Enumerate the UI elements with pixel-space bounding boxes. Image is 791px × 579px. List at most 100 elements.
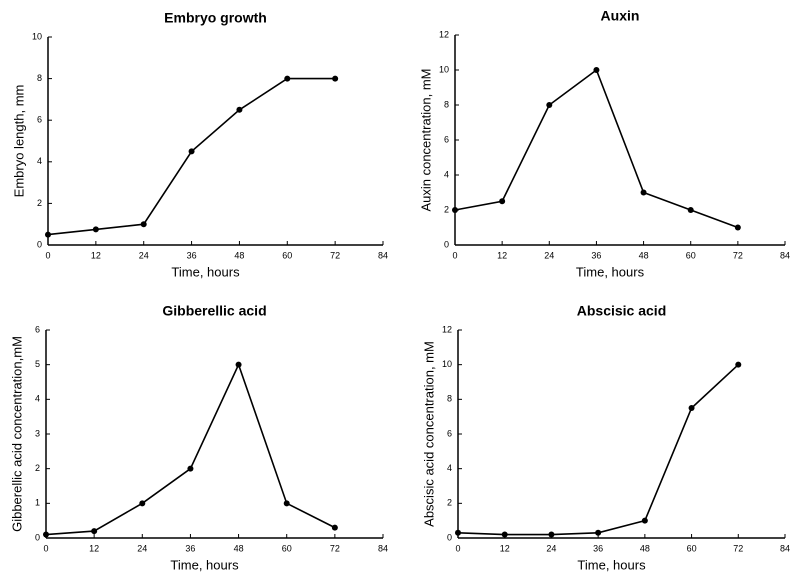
- x-tick-label: 48: [639, 250, 649, 260]
- x-tick-label: 48: [234, 250, 244, 260]
- x-tick-label: 36: [187, 250, 197, 260]
- x-tick-label: 12: [497, 250, 507, 260]
- data-point: [140, 221, 147, 228]
- data-line: [45, 362, 336, 536]
- y-axis-label: Abscisic acid concentration, mM: [421, 341, 436, 527]
- data-point: [284, 75, 291, 82]
- data-point: [43, 531, 49, 538]
- data-point: [499, 198, 506, 205]
- y-tick-label: 4: [447, 463, 452, 473]
- x-tick-label: 48: [234, 543, 244, 553]
- x-axis-label: Time, hours: [170, 557, 239, 572]
- data-line: [457, 364, 739, 536]
- x-tick-label: 72: [330, 543, 340, 553]
- data-point: [236, 106, 243, 113]
- data-point: [452, 207, 458, 213]
- data-point: [548, 531, 555, 538]
- x-tick-label: 60: [687, 543, 697, 553]
- x-tick-label: 12: [91, 250, 101, 260]
- data-line: [454, 68, 739, 229]
- chart-title: Auxin: [601, 8, 640, 24]
- data-line: [47, 77, 336, 236]
- y-tick-label: 0: [35, 532, 40, 542]
- y-tick-label: 3: [35, 428, 40, 438]
- y-axis-label: Embryo length, mm: [11, 85, 26, 198]
- x-axis-label: Time, hours: [577, 557, 646, 572]
- data-point: [331, 524, 338, 531]
- y-tick-label: 4: [37, 156, 42, 166]
- x-tick-label: 84: [780, 543, 790, 553]
- data-point: [91, 528, 98, 535]
- data-point: [688, 405, 695, 411]
- y-tick-label: 1: [35, 498, 40, 508]
- y-tick-label: 2: [35, 463, 40, 473]
- data-point: [501, 531, 508, 538]
- x-axis-label: Time, hours: [171, 264, 240, 279]
- x-tick-label: 24: [544, 250, 554, 260]
- data-point: [641, 517, 648, 524]
- y-tick-label: 5: [35, 359, 40, 369]
- y-tick-label: 12: [442, 324, 452, 334]
- y-tick-label: 10: [32, 31, 42, 41]
- x-tick-label: 48: [640, 543, 650, 553]
- x-tick-label: 60: [282, 250, 292, 260]
- data-point: [546, 102, 553, 108]
- x-tick-label: 72: [733, 250, 743, 260]
- chart-title: Gibberellic acid: [162, 303, 266, 319]
- y-axis-label: Auxin concentration, mM: [418, 68, 433, 211]
- data-point: [187, 465, 194, 472]
- x-tick-label: 0: [45, 250, 50, 260]
- data-point: [687, 207, 694, 213]
- y-tick-label: 2: [447, 498, 452, 508]
- y-tick-label: 6: [35, 324, 40, 334]
- chart-title: Abscisic acid: [577, 303, 667, 319]
- y-tick-label: 8: [444, 99, 449, 109]
- data-point: [283, 500, 290, 507]
- x-tick-label: 36: [591, 250, 601, 260]
- data-point: [593, 67, 600, 73]
- data-point: [45, 231, 51, 238]
- data-point: [188, 148, 195, 155]
- y-tick-label: 0: [444, 239, 449, 249]
- data-point: [332, 75, 339, 82]
- y-axis-label: Gibberellic acid concentration,mM: [9, 336, 24, 532]
- y-tick-label: 12: [439, 29, 449, 39]
- y-tick-label: 6: [444, 134, 449, 144]
- y-tick-label: 4: [444, 169, 449, 179]
- data-point: [595, 529, 602, 536]
- x-tick-label: 24: [139, 250, 149, 260]
- data-point: [235, 361, 242, 368]
- x-tick-label: 0: [43, 543, 48, 553]
- y-tick-label: 2: [444, 204, 449, 214]
- x-tick-label: 84: [780, 250, 790, 260]
- chart-title: Embryo growth: [164, 10, 267, 26]
- y-tick-label: 10: [439, 64, 449, 74]
- y-tick-label: 6: [447, 428, 452, 438]
- data-point: [139, 500, 146, 507]
- x-tick-label: 24: [546, 543, 556, 553]
- x-tick-label: 36: [185, 543, 195, 553]
- y-tick-label: 2: [37, 198, 42, 208]
- x-tick-label: 24: [137, 543, 147, 553]
- x-axis-label: Time, hours: [576, 264, 645, 279]
- y-tick-label: 8: [447, 394, 452, 404]
- x-tick-label: 72: [733, 543, 743, 553]
- data-point: [735, 361, 742, 368]
- data-point: [640, 189, 647, 196]
- x-tick-label: 0: [455, 543, 460, 553]
- y-tick-label: 8: [37, 73, 42, 83]
- y-tick-label: 10: [442, 359, 452, 369]
- y-tick-label: 0: [447, 532, 452, 542]
- data-point: [455, 529, 461, 536]
- x-tick-label: 60: [686, 250, 696, 260]
- x-tick-label: 72: [330, 250, 340, 260]
- x-tick-label: 12: [500, 543, 510, 553]
- data-point: [734, 224, 741, 231]
- x-tick-label: 12: [89, 543, 99, 553]
- x-tick-label: 0: [452, 250, 457, 260]
- x-tick-label: 60: [282, 543, 292, 553]
- y-tick-label: 6: [37, 115, 42, 125]
- y-tick-label: 0: [37, 239, 42, 249]
- x-tick-label: 84: [378, 250, 388, 260]
